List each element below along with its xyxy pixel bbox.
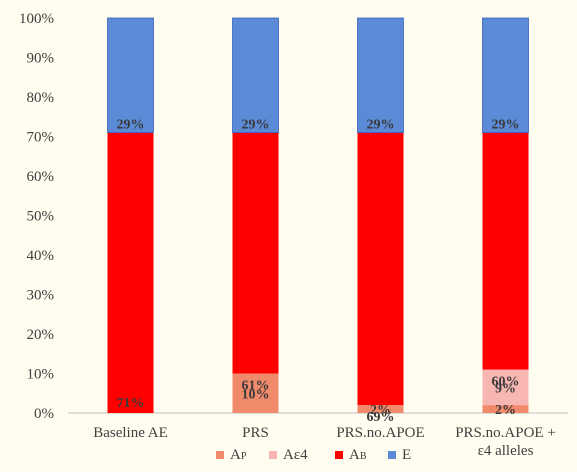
y-tick-label: 60% — [27, 169, 55, 185]
data-label: 69% — [367, 410, 395, 425]
y-tick-label: 50% — [27, 209, 55, 225]
legend-swatch — [269, 451, 277, 459]
x-tick-label: Baseline AE — [93, 425, 168, 441]
bar-segment — [482, 17, 529, 133]
bar-segment — [482, 369, 529, 406]
legend: AP Aε4 AB E — [216, 447, 411, 463]
y-tick-label: 80% — [27, 90, 55, 106]
data-labels-layer: 71%29%10%61%29%2%69%29%2%9%60%29% — [117, 118, 520, 426]
data-label: 10% — [242, 387, 270, 402]
data-label: 29% — [367, 118, 395, 133]
legend-label: Aε4 — [283, 447, 308, 463]
data-label: 71% — [117, 396, 145, 411]
x-tick-label: PRS.no.APOE + — [455, 425, 556, 441]
bars-layer — [107, 17, 529, 414]
bar-segment — [482, 132, 529, 370]
bar-segment — [357, 405, 404, 413]
legend-label: E — [402, 447, 411, 463]
bar-segment — [232, 17, 279, 133]
data-label: 2% — [495, 403, 516, 418]
x-tick-label: ε4 alleles — [478, 443, 534, 459]
axis-layer: 0% 10% 20% 30% 40% 50% 60% 70% 80% 90% 100% Baselin… — [19, 11, 568, 459]
legend-swatch — [388, 451, 396, 459]
data-label: 60% — [492, 375, 520, 390]
data-label: 9% — [495, 381, 516, 396]
bar-segment — [357, 17, 404, 133]
data-label: 29% — [492, 118, 520, 133]
data-label: 29% — [117, 118, 145, 133]
y-tick-label: 90% — [27, 51, 55, 67]
legend-label: AP — [230, 447, 247, 463]
data-label: 2% — [370, 403, 391, 418]
bar-segment — [232, 132, 279, 374]
y-tick-label: 20% — [27, 327, 55, 343]
data-label: 29% — [242, 118, 270, 133]
y-tick-label: 100% — [19, 11, 54, 27]
x-tick-label: PRS.no.APOE — [336, 425, 424, 441]
legend-swatch — [335, 451, 343, 459]
data-label: 61% — [242, 379, 270, 394]
bar-segment — [482, 405, 529, 413]
bar-segment — [107, 17, 154, 133]
bar-segment — [232, 373, 279, 413]
legend-label: AB — [349, 447, 367, 463]
y-tick-label: 30% — [27, 288, 55, 304]
y-tick-label: 0% — [34, 406, 54, 422]
bar-segment — [357, 132, 404, 406]
legend-swatch — [216, 451, 224, 459]
y-tick-label: 70% — [27, 130, 55, 146]
y-tick-label: 10% — [27, 367, 55, 383]
bar-segment — [107, 132, 154, 414]
y-tick-label: 40% — [27, 248, 55, 264]
x-tick-label: PRS — [242, 425, 269, 441]
